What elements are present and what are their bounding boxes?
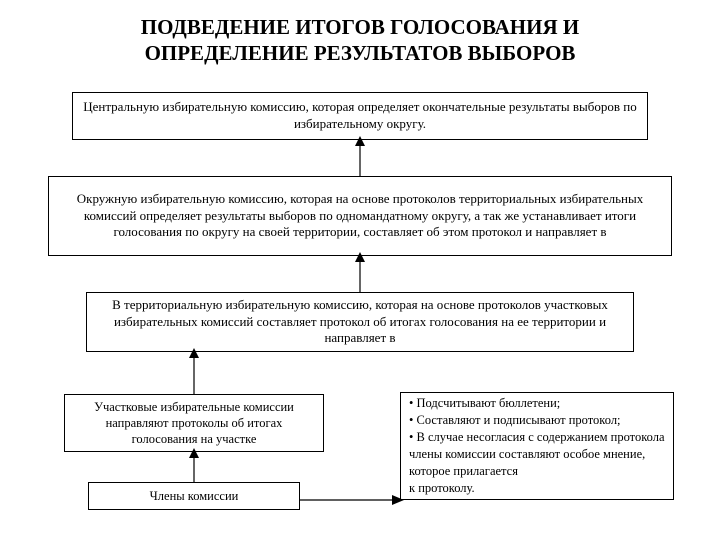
box-territorial-commission: В территориальную избирательную комиссию… <box>86 292 634 352</box>
box-district-commission: Окружную избирательную комиссию, которая… <box>48 176 672 256</box>
arrow-members-to-tasks <box>300 490 404 510</box>
box-central-text: Центральную избирательную комиссию, кото… <box>81 99 639 132</box>
task-bullet-3: • В случае несогласия с содержанием прот… <box>409 429 665 480</box>
arrow-district-to-central <box>350 136 370 180</box>
task-bullet-2: • Составляют и подписывают протокол; <box>409 412 665 429</box>
task-bullet-4: к протоколу. <box>409 480 665 497</box>
box-members-text: Члены комиссии <box>97 488 291 504</box>
arrow-territorial-to-district <box>350 252 370 296</box>
arrow-members-to-precinct <box>184 448 204 486</box>
arrow-precinct-to-territorial <box>184 348 204 398</box>
page-title: ПОДВЕДЕНИЕ ИТОГОВ ГОЛОСОВАНИЯ И ОПРЕДЕЛЕ… <box>0 14 720 67</box>
box-territorial-text: В территориальную избирательную комиссию… <box>95 297 625 347</box>
box-tasks-text: • Подсчитывают бюллетени; • Составляют и… <box>409 395 665 496</box>
box-precinct-commission: Участковые избирательные комиссии направ… <box>64 394 324 452</box>
task-bullet-1: • Подсчитывают бюллетени; <box>409 395 665 412</box>
box-precinct-text: Участковые избирательные комиссии направ… <box>73 399 315 447</box>
title-line-2: ОПРЕДЕЛЕНИЕ РЕЗУЛЬТАТОВ ВЫБОРОВ <box>145 41 576 65</box>
box-commission-members: Члены комиссии <box>88 482 300 510</box>
box-district-text: Окружную избирательную комиссию, которая… <box>57 191 663 241</box>
title-line-1: ПОДВЕДЕНИЕ ИТОГОВ ГОЛОСОВАНИЯ И <box>141 15 579 39</box>
box-central-commission: Центральную избирательную комиссию, кото… <box>72 92 648 140</box>
box-member-tasks: • Подсчитывают бюллетени; • Составляют и… <box>400 392 674 500</box>
